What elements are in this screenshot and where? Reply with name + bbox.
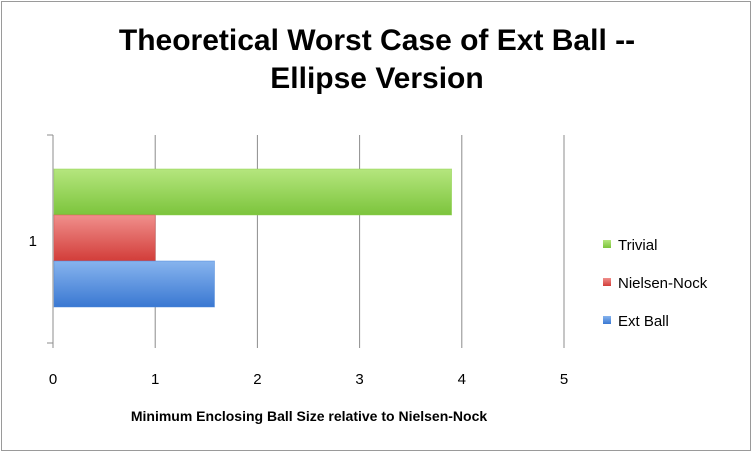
chart-title-line-2: Ellipse Version (270, 62, 484, 95)
bar-ext-ball (53, 260, 215, 308)
bar-trivial (53, 168, 452, 216)
legend-swatch-ext-ball (603, 316, 611, 324)
y-category-label: 1 (29, 233, 37, 250)
legend-label-nielsen-nock: Nielsen-Nock (618, 275, 708, 292)
chart-title: Theoretical Worst Case of Ext Ball -- El… (0, 22, 754, 98)
x-tick-label: 2 (253, 371, 261, 388)
x-tick-label: 0 (49, 371, 57, 388)
x-axis-label: Minimum Enclosing Ball Size relative to … (131, 408, 488, 424)
chart-title-line-1: Theoretical Worst Case of Ext Ball -- (118, 24, 636, 57)
x-tick-label: 5 (560, 371, 568, 388)
legend-label-ext-ball: Ext Ball (618, 313, 669, 330)
x-tick-label: 1 (151, 371, 159, 388)
legend-label-trivial: Trivial (618, 237, 657, 254)
legend-swatch-nielsen-nock (603, 278, 611, 286)
legend-swatch-trivial (603, 240, 611, 248)
x-tick-label: 4 (458, 371, 466, 388)
bar-nielsen-nock (53, 214, 156, 262)
x-tick-label: 3 (355, 371, 363, 388)
